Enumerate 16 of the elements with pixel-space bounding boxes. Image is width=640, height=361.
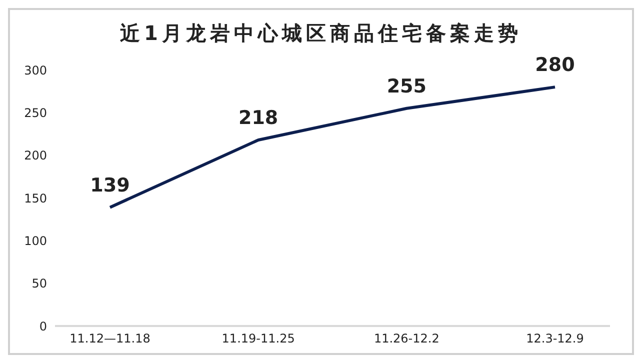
- x-tick-label: 11.12—11.18: [70, 332, 150, 346]
- y-tick-label: 0: [39, 319, 47, 334]
- data-label: 280: [535, 54, 575, 76]
- x-tick-label: 11.26-12.2: [374, 332, 440, 346]
- y-tick-label: 100: [24, 234, 47, 248]
- y-tick-label: 50: [32, 276, 47, 291]
- data-label: 218: [238, 106, 278, 129]
- data-label: 139: [90, 174, 130, 196]
- y-tick-label: 150: [24, 191, 47, 206]
- y-tick-label: 250: [24, 106, 47, 120]
- y-tick-label: 300: [24, 63, 47, 78]
- x-tick-label: 11.19-11.25: [222, 332, 295, 346]
- x-tick-label: 12.3-12.9: [526, 332, 584, 346]
- y-tick-label: 200: [24, 148, 47, 163]
- data-label: 255: [386, 75, 427, 98]
- chart-title: 近1月龙岩中心城区商品住宅备案走势: [119, 20, 523, 47]
